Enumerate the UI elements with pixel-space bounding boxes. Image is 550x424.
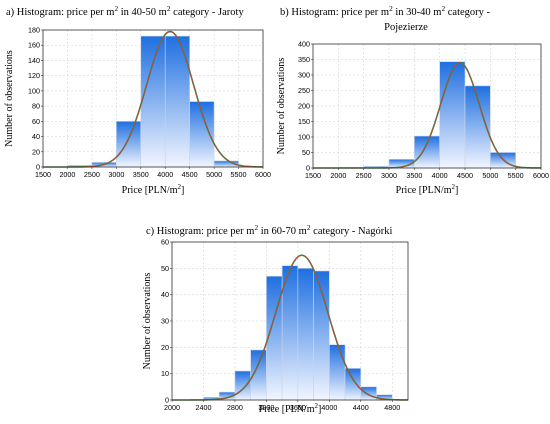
pojezierze-ytick-label: 150	[298, 117, 310, 126]
pojezierze-xtick-label: 6000	[533, 171, 549, 180]
histogram-jaroty-svg: 0 20 40 60 80 100 120 140 160 180 1500 2000 2500 3000…	[4, 4, 271, 197]
pojezierze-ytick-label: 50	[302, 148, 310, 157]
jaroty-ytick-label: 0	[36, 163, 40, 172]
pojezierze-xtick-label: 2500	[356, 171, 372, 180]
jaroty-xtick-label: 4500	[182, 170, 198, 179]
nagorki-ytick-label: 50	[161, 264, 169, 273]
pojezierze-xtick-label: 4000	[432, 171, 448, 180]
pojezierze-ytick-label: 400	[298, 40, 310, 49]
nagorki-ylabel: Number of observations	[142, 273, 153, 370]
nagorki-ytick-label: 30	[161, 317, 169, 326]
nagorki-xtick-label: 3200	[258, 403, 274, 412]
nagorki-ytick-label: 10	[161, 369, 169, 378]
nagorki-ytick-label: 40	[161, 290, 169, 299]
pojezierze-title: b) Histogram: price per m2 in 30-40 m2 c…	[280, 4, 491, 19]
jaroty-xlabel: Price [PLN/m2]	[122, 183, 185, 196]
jaroty-ytick-label: 180	[28, 26, 40, 35]
jaroty-bar-3	[140, 35, 166, 168]
jaroty-ytick-label: 100	[28, 86, 40, 95]
pojezierze-bar-4	[439, 61, 466, 169]
jaroty-xtick-label: 1500	[35, 170, 51, 179]
histogram-nagorki: 0 10 20 30 40 50 60 2000 2400 2800 3200 3600 4000 440…	[140, 220, 420, 419]
pojezierze-xtick-label: 1500	[305, 171, 321, 180]
pojezierze-xtick-label: 4500	[457, 171, 473, 180]
jaroty-bar-2	[116, 121, 142, 168]
histogram-pojezierze: 0 50 100 150 200 250 300 350 400 1500 2000 2500 3000…	[275, 0, 550, 205]
histogram-jaroty: 0 20 40 60 80 100 120 140 160 180 1500 2000 2500 3000…	[0, 0, 275, 205]
pojezierze-ytick-label: 200	[298, 102, 310, 111]
jaroty-ytick-label: 20	[32, 147, 40, 156]
pojezierze-xtick-label: 3500	[406, 171, 422, 180]
jaroty-title: a) Histogram: price per m2 in 40-50 m2 c…	[6, 4, 244, 19]
nagorki-ytick-label: 60	[161, 238, 169, 247]
jaroty-ytick-label: 120	[28, 71, 40, 80]
pojezierze-ylabel: Number of observations	[276, 58, 287, 155]
nagorki-xtick-label: 4400	[353, 403, 369, 412]
jaroty-ylabel: Number of observations	[4, 50, 15, 147]
nagorki-bar-6	[297, 268, 314, 401]
jaroty-xtick-label: 3000	[108, 170, 124, 179]
jaroty-ytick-label: 60	[32, 117, 40, 126]
pojezierze-xtick-label: 2000	[330, 171, 346, 180]
jaroty-xtick-label: 4000	[157, 170, 173, 179]
jaroty-xtick-label: 2000	[59, 170, 75, 179]
nagorki-xtick-label: 2800	[227, 403, 243, 412]
pojezierze-xlabel: Price [PLN/m2]	[396, 183, 459, 196]
jaroty-axes-frame	[42, 29, 264, 168]
jaroty-ytick-label: 160	[28, 41, 40, 50]
jaroty-ytick-label: 140	[28, 56, 40, 65]
pojezierze-xtick-label: 5000	[482, 171, 498, 180]
jaroty-xtick-label: 6000	[255, 170, 271, 179]
jaroty-xtick-label: 3500	[133, 170, 149, 179]
nagorki-bar-8	[329, 344, 346, 401]
nagorki-xtick-label: 3600	[290, 403, 306, 412]
nagorki-ytick-label: 20	[161, 343, 169, 352]
nagorki-xtick-label: 4000	[321, 403, 337, 412]
nagorki-xlabel: Price [PLN/m2]	[259, 402, 322, 415]
pojezierze-ytick-label: 100	[298, 133, 310, 142]
nagorki-title: c) Histogram: price per m2 in 60-70 m2 c…	[146, 223, 393, 238]
histogram-pojezierze-svg: 0 50 100 150 200 250 300 350 400 1500 2000 2500 3000…	[276, 4, 549, 197]
pojezierze-ytick-label: 350	[298, 55, 310, 64]
nagorki-bar-2	[234, 370, 251, 401]
jaroty-ytick-label: 80	[32, 102, 40, 111]
nagorki-xtick-label: 2400	[195, 403, 211, 412]
pojezierze-bar-3	[414, 135, 440, 169]
nagorki-bar-10	[360, 386, 377, 401]
pojezierze-ytick-label: 300	[298, 71, 310, 80]
jaroty-xtick-label: 5500	[231, 170, 247, 179]
nagorki-bar-9	[344, 368, 362, 401]
jaroty-ytick-label: 40	[32, 132, 40, 141]
jaroty-xtick-label: 2500	[84, 170, 100, 179]
pojezierze-xtick-label: 5500	[508, 171, 524, 180]
pojezierze-title-line2: Pojezierze	[384, 22, 428, 33]
histogram-nagorki-svg: 0 10 20 30 40 50 60 2000 2400 2800 3200 3600 4000 440…	[142, 223, 409, 415]
jaroty-xtick-label: 5000	[206, 170, 222, 179]
pojezierze-ytick-label: 250	[298, 86, 310, 95]
nagorki-xtick-label: 2000	[164, 403, 180, 412]
nagorki-xtick-label: 4800	[384, 403, 400, 412]
nagorki-ytick-label: 0	[165, 396, 169, 405]
jaroty-bar-4	[164, 35, 190, 168]
pojezierze-ytick-label: 0	[306, 164, 310, 173]
pojezierze-xtick-label: 3000	[381, 171, 397, 180]
